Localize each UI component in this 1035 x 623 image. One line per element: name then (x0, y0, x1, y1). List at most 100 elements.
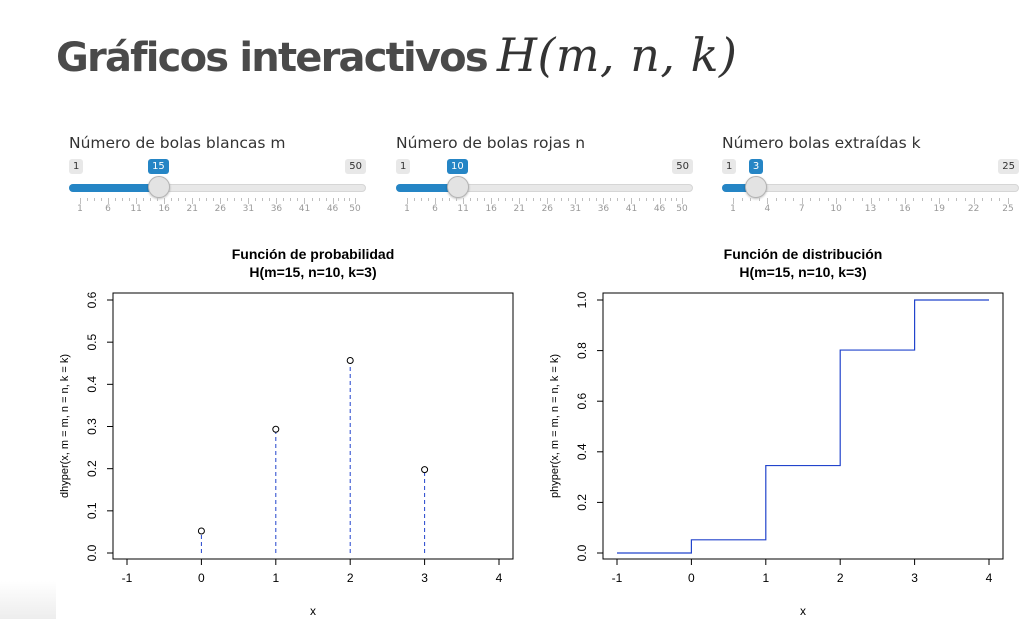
slider-major-tick (519, 198, 521, 204)
slider-tick-label: 26 (214, 204, 227, 214)
y-tick-label: 0.0 (575, 544, 589, 561)
slider-major-tick (836, 198, 838, 204)
slider-minor-tick (758, 198, 760, 201)
slider-grid: 1 6 11 16 21 26 31 36 41 46 50 (396, 198, 693, 218)
slider-minor-tick (318, 198, 320, 201)
x-tick-label: -1 (122, 571, 133, 585)
slider-minor-tick (965, 198, 967, 201)
slider-minor-tick (283, 198, 285, 201)
slider-major-tick (575, 198, 577, 204)
page-corner-shade (0, 581, 56, 619)
slider-tick-label: 31 (242, 204, 255, 214)
slider-tick-label: 16 (158, 204, 170, 214)
slider-minor-tick (297, 198, 299, 201)
slider-minor-tick (624, 198, 626, 201)
slider-minor-tick (171, 198, 173, 201)
y-tick-label: 0.4 (85, 376, 99, 393)
slider-blancas[interactable]: Número de bolas blancas m 1 50 15 1 6 11 16… (69, 134, 366, 218)
slider-tick-label: 11 (457, 204, 469, 214)
slider-minor-tick (213, 198, 215, 201)
slider-minor-tick (428, 198, 430, 201)
probability-point (197, 527, 205, 535)
slider-extraidas[interactable]: Número bolas extraídas k 1 25 3 1 4 7 10 13 1… (722, 134, 1019, 218)
slider-major-tick (603, 198, 605, 204)
x-tick-label: -1 (612, 571, 623, 585)
slider-major-tick (463, 198, 465, 204)
slider-minor-tick (484, 198, 486, 201)
slider-tick-label: 46 (326, 204, 339, 214)
slider-major-tick (407, 198, 408, 204)
slider-tick-label: 21 (186, 204, 198, 214)
slider-minor-tick (645, 198, 647, 201)
slider-minor-tick (343, 198, 345, 201)
slider-major-tick (332, 198, 334, 204)
y-tick-label: 0.0 (85, 544, 99, 561)
slider-tick-label: 13 (864, 204, 877, 214)
x-tick-label: 0 (198, 571, 205, 585)
slider-handle[interactable] (744, 176, 767, 198)
slider-minor-tick (533, 198, 535, 201)
slider-minor-tick (982, 198, 984, 201)
slider-minor-tick (185, 198, 187, 201)
plot-frame (602, 292, 1004, 560)
x-tick-label: 0 (688, 571, 695, 585)
plot-subtitle: H(m=15, n=10, k=3) (739, 264, 866, 280)
plot-title: Función de distribución (724, 246, 883, 262)
slider-minor-tick (122, 198, 124, 201)
slider-major-tick (659, 198, 661, 204)
slider-minor-tick (582, 198, 584, 201)
x-tick-label: 2 (837, 571, 844, 585)
slider-minor-tick (115, 198, 117, 201)
slider-minor-tick (241, 198, 243, 201)
x-tick-label: 3 (911, 571, 918, 585)
distribution-step-line (617, 299, 989, 554)
slider-minor-tick (338, 198, 340, 201)
x-tick-label: 1 (762, 571, 769, 585)
slider-minor-tick (290, 198, 292, 201)
slider-minor-tick (827, 198, 829, 201)
slider-minor-tick (784, 198, 786, 201)
slider-tick-label: 11 (130, 204, 142, 214)
slider-handle[interactable] (147, 176, 170, 198)
probability-plot-svg: Función de probabilidad H(m=15, n=10, k=3… (59, 246, 514, 618)
y-tick-label: 0.6 (575, 393, 589, 410)
slider-minor-tick (150, 198, 152, 201)
x-axis-label: x (310, 604, 316, 618)
slider-minor-tick (94, 198, 96, 201)
slider-major-tick (904, 198, 906, 204)
slider-minor-tick (449, 198, 451, 201)
slider-minor-tick (561, 198, 563, 201)
slider-min-badge: 1 (396, 159, 411, 174)
slider-major-tick (939, 198, 941, 204)
slider-minor-tick (349, 198, 351, 201)
x-axis-label: x (800, 604, 806, 618)
slider-rojas[interactable]: Número de bolas rojas n 1 50 10 1 6 11 16 21… (396, 134, 693, 218)
slider-minor-tick (234, 198, 236, 201)
slider-fill (722, 184, 756, 192)
slider-minor-tick (526, 198, 528, 201)
slider-max-badge: 50 (672, 159, 693, 174)
slider-minor-tick (512, 198, 514, 201)
slider-fill (69, 184, 159, 192)
slider-tick-label: 16 (485, 204, 497, 214)
slider-major-tick (1008, 198, 1009, 204)
slider-tick-label: 6 (105, 204, 111, 214)
slider-value-badge: 10 (447, 159, 468, 174)
slider-minor-tick (414, 198, 415, 201)
slider-major-tick (435, 198, 437, 204)
slider-minor-tick (442, 198, 444, 201)
slider-tick-label: 7 (798, 204, 805, 214)
slider-major-tick (973, 198, 975, 204)
slider-minor-tick (844, 198, 846, 201)
slider-minor-tick (896, 198, 898, 201)
slider-minor-tick (470, 198, 472, 201)
slider-major-tick (355, 198, 356, 204)
slider-minor-tick (676, 198, 678, 201)
probability-plot: Función de probabilidad H(m=15, n=10, k=3… (55, 245, 525, 623)
slider-handle[interactable] (446, 176, 469, 198)
plot-frame (112, 292, 514, 560)
slider-tick-label: 36 (270, 204, 283, 214)
slider-minor-tick (750, 198, 752, 201)
y-tick-label: 0.6 (85, 291, 99, 308)
slider-major-tick (682, 198, 683, 204)
